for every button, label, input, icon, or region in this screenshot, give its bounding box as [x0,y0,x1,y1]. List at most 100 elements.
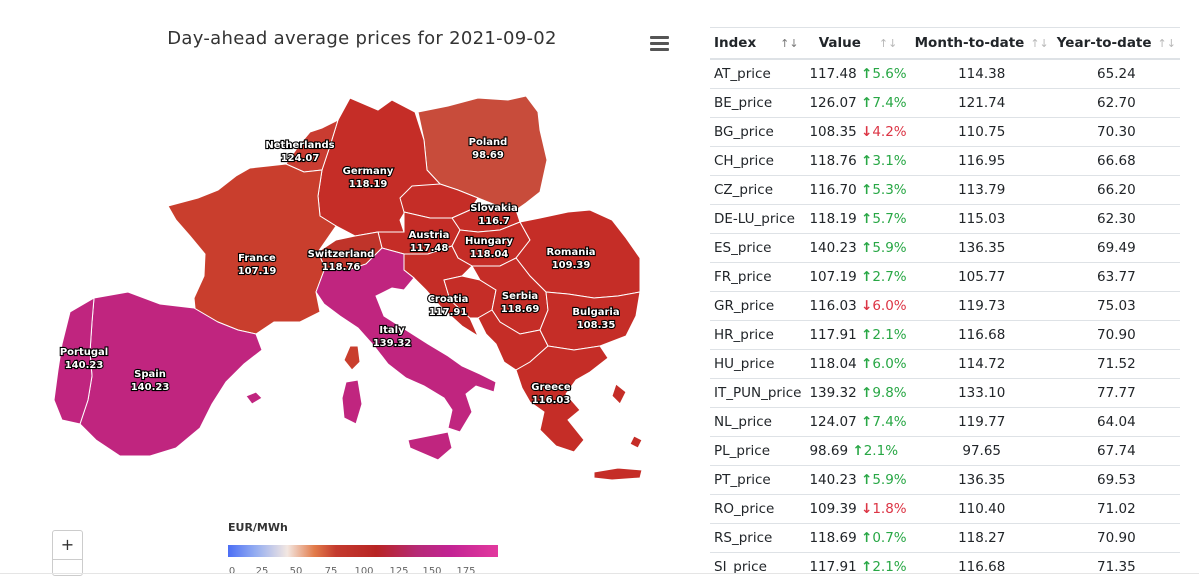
value-number: 139.32 [809,385,856,401]
cell-value: 140.23 ↑5.9% [805,234,910,263]
cell-year-to-date: 69.53 [1053,466,1180,495]
column-header-value[interactable]: Value↑↓ [805,28,910,60]
cell-year-to-date: 62.30 [1053,205,1180,234]
cell-index: IT_PUN_price [710,379,805,408]
value-number: 107.19 [809,269,856,285]
country-name-label: Slovakia [470,203,518,214]
cell-index: CZ_price [710,176,805,205]
change-percent: 2.1% [872,327,906,343]
change-badge: ↑6.0% [861,356,907,372]
sort-icon[interactable]: ↑↓ [1158,37,1176,50]
column-header-year-to-date[interactable]: Year-to-date↑↓ [1053,28,1180,60]
change-percent: 5.7% [872,211,906,227]
country-price-label: 139.32 [373,338,412,349]
arrow-up-icon: ↑ [861,327,872,343]
island-sicily[interactable] [408,432,452,460]
divider [0,573,1199,574]
cell-month-to-date: 121.74 [911,89,1053,118]
country-price-label: 109.39 [552,260,591,271]
sort-icon[interactable]: ↑↓ [879,37,897,50]
change-badge: ↓6.0% [861,298,907,314]
column-header-month-to-date[interactable]: Month-to-date↑↓ [911,28,1053,60]
arrow-up-icon: ↑ [861,269,872,285]
cell-value: 107.19 ↑2.7% [805,263,910,292]
sort-icon[interactable]: ↑↓ [780,37,798,50]
map-panel: Day-ahead average prices for 2021-09-02 [0,0,700,576]
change-badge: ↑5.9% [861,472,907,488]
arrow-up-icon: ↑ [852,443,863,459]
legend-tick: 25 [256,566,269,577]
value-number: 117.48 [809,66,856,82]
arrow-down-icon: ↓ [861,298,872,314]
island-greek-east[interactable] [612,384,626,404]
cell-value: 118.69 ↑0.7% [805,524,910,553]
island-greek-aegean[interactable] [630,436,642,448]
cell-value: 98.69 ↑2.1% [805,437,910,466]
change-percent: 7.4% [872,414,906,430]
cell-index: CH_price [710,147,805,176]
country-price-label: 117.91 [429,307,468,318]
column-header-index[interactable]: Index↑↓ [710,28,805,60]
cell-index: AT_price [710,59,805,89]
island-crete[interactable] [594,468,642,480]
change-percent: 7.4% [872,95,906,111]
cell-month-to-date: 110.75 [911,118,1053,147]
change-badge: ↑7.4% [861,414,907,430]
country-name-label: Croatia [428,294,469,305]
cell-year-to-date: 70.90 [1053,321,1180,350]
change-badge: ↑2.7% [861,269,907,285]
country-name-label: Netherlands [265,140,334,151]
island-sardinia[interactable] [342,380,362,424]
island-corsica[interactable] [344,346,360,370]
change-percent: 5.3% [872,182,906,198]
legend-title: EUR/MWh [228,521,288,534]
value-number: 140.23 [809,240,856,256]
cell-month-to-date: 118.27 [911,524,1053,553]
arrow-down-icon: ↓ [861,124,872,140]
cell-year-to-date: 66.20 [1053,176,1180,205]
legend-tick: 125 [389,566,408,577]
cell-year-to-date: 71.35 [1053,553,1180,581]
cell-year-to-date: 62.70 [1053,89,1180,118]
europe-choropleth-map[interactable]: Netherlands124.07Germany118.19Poland98.6… [0,0,700,576]
value-number: 109.39 [809,501,856,517]
country-price-label: 124.07 [281,153,320,164]
arrow-up-icon: ↑ [861,153,872,169]
cell-year-to-date: 70.90 [1053,524,1180,553]
legend-tick: 0 [229,566,235,577]
change-percent: 3.1% [872,153,906,169]
cell-value: 109.39 ↓1.8% [805,495,910,524]
cell-month-to-date: 114.72 [911,350,1053,379]
value-number: 118.69 [809,530,856,546]
zoom-in-button[interactable]: + [53,531,82,560]
country-name-label: Poland [469,137,508,148]
country-price-label: 98.69 [472,150,504,161]
legend-ticks: 0 25 50 75 100 125 150 175 [228,566,528,578]
island-balearic[interactable] [246,392,262,404]
country-price-label: 117.48 [410,243,449,254]
arrow-up-icon: ↑ [861,385,872,401]
sort-icon[interactable]: ↑↓ [1030,37,1048,50]
cell-index: HU_price [710,350,805,379]
change-badge: ↑3.1% [861,153,907,169]
arrow-up-icon: ↑ [861,95,872,111]
change-badge: ↑5.6% [861,66,907,82]
